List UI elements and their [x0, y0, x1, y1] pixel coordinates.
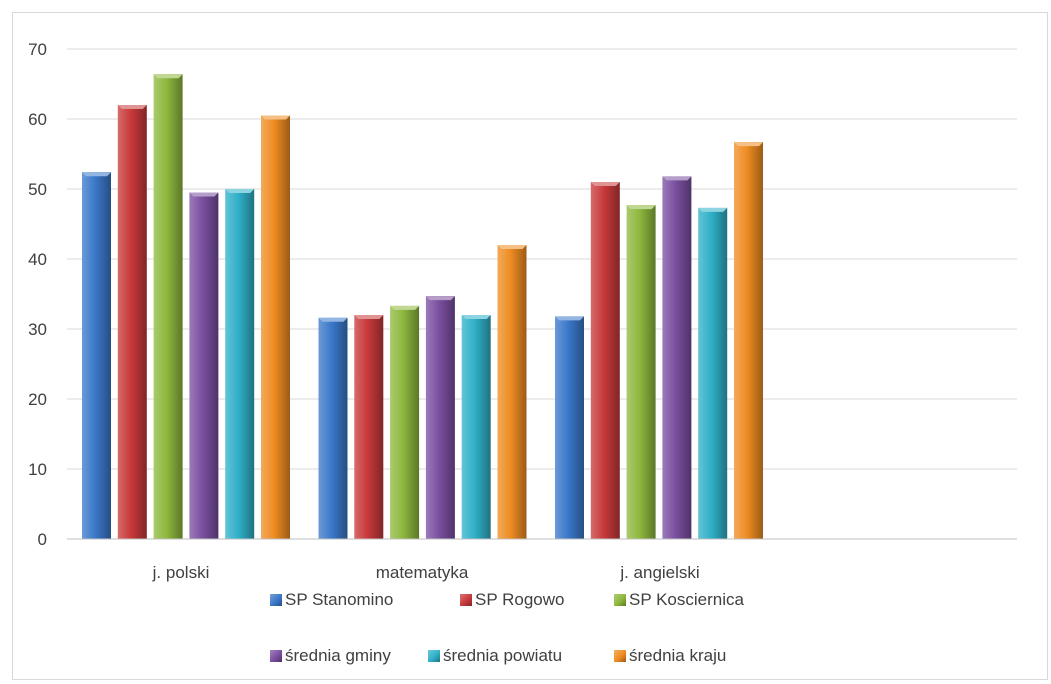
- bar-body: [698, 207, 728, 539]
- y-tick-label: 0: [38, 530, 47, 549]
- bar-bevel: [497, 245, 527, 249]
- bar-1-1: [354, 315, 384, 539]
- y-tick-label: 10: [28, 460, 47, 479]
- legend-label: SP Rogowo: [475, 590, 565, 609]
- bar-bevel: [590, 182, 620, 186]
- y-tick-label: 20: [28, 390, 47, 409]
- bar-bevel: [82, 172, 111, 177]
- bar-bevel: [425, 296, 455, 301]
- bar-body: [662, 176, 692, 539]
- bar-body: [555, 316, 584, 539]
- bar-bevel: [261, 115, 290, 120]
- bar-body: [189, 192, 219, 539]
- bar-body: [497, 245, 527, 539]
- bar-bevel: [626, 205, 656, 210]
- bar-bevel: [225, 189, 255, 193]
- legend-item-sp-stanomino: SP Stanomino: [270, 588, 393, 612]
- x-category-label: j. polski: [152, 563, 210, 582]
- y-axis-tick-labels: 0 10 20 30 40 50 60 70: [28, 40, 47, 549]
- bar-body: [225, 189, 255, 539]
- bar-1-5: [497, 245, 527, 539]
- bar-2-3: [662, 176, 692, 539]
- bar-0-4: [225, 189, 255, 539]
- legend-swatch: [614, 594, 626, 606]
- bar-body: [261, 115, 290, 539]
- bar-bevel: [390, 305, 420, 310]
- legend-item-srednia-gminy: średnia gminy: [270, 644, 391, 668]
- y-tick-label: 70: [28, 40, 47, 59]
- legend-label: średnia powiatu: [443, 646, 563, 665]
- bar-body: [117, 105, 147, 539]
- bar-1-3: [425, 296, 455, 539]
- legend-label: średnia kraju: [629, 646, 727, 665]
- bar-bevel: [461, 315, 491, 319]
- bar-1-4: [461, 315, 491, 539]
- x-category-label: matematyka: [376, 563, 469, 582]
- bar-body: [734, 142, 763, 539]
- bar-bevel: [662, 176, 692, 181]
- legend-row-1: SP Stanomino SP Rogowo SP Kosciernica: [0, 588, 1051, 612]
- bar-body: [153, 74, 183, 539]
- bar-2-1: [590, 182, 620, 539]
- bar-0-5: [261, 115, 290, 539]
- legend-swatch: [460, 594, 472, 606]
- bars: [82, 74, 763, 539]
- bar-bevel: [555, 316, 584, 321]
- x-category-label: j. angielski: [619, 563, 699, 582]
- bar-2-2: [626, 205, 656, 539]
- legend-swatch: [270, 594, 282, 606]
- y-tick-label: 40: [28, 250, 47, 269]
- bar-body: [318, 317, 348, 539]
- bar-body: [390, 305, 420, 539]
- legend-row-2: średnia gminy średnia powiatu średnia kr…: [0, 644, 1051, 668]
- bar-bevel: [698, 207, 728, 212]
- bar-body: [425, 296, 455, 539]
- legend-item-srednia-powiatu: średnia powiatu: [428, 644, 562, 668]
- legend-swatch: [428, 650, 440, 662]
- legend-swatch: [614, 650, 626, 662]
- bar-body: [461, 315, 491, 539]
- bar-bevel: [189, 192, 219, 197]
- bar-0-1: [117, 105, 147, 539]
- bar-body: [626, 205, 656, 539]
- bar-1-2: [390, 305, 420, 539]
- bar-bevel: [153, 74, 183, 79]
- bar-1-0: [318, 317, 348, 539]
- bar-body: [354, 315, 384, 539]
- legend-label: SP Stanomino: [285, 590, 394, 609]
- y-tick-label: 50: [28, 180, 47, 199]
- bar-bevel: [354, 315, 384, 319]
- legend-label: średnia gminy: [285, 646, 391, 665]
- bar-0-2: [153, 74, 183, 539]
- bar-body: [82, 172, 111, 539]
- y-tick-label: 60: [28, 110, 47, 129]
- legend-item-sp-rogowo: SP Rogowo: [460, 588, 564, 612]
- y-tick-label: 30: [28, 320, 47, 339]
- bar-bevel: [117, 105, 147, 109]
- legend-item-srednia-kraju: średnia kraju: [614, 644, 726, 668]
- bar-bevel: [734, 142, 763, 147]
- legend-label: SP Kosciernica: [629, 590, 744, 609]
- bar-2-0: [555, 316, 584, 539]
- bar-body: [590, 182, 620, 539]
- bar-bevel: [318, 317, 348, 322]
- bar-2-4: [698, 207, 728, 539]
- chart-frame: [12, 12, 1048, 680]
- bar-0-0: [82, 172, 111, 539]
- x-axis-category-labels: j. polski matematyka j. angielski: [152, 563, 700, 582]
- bar-0-3: [189, 192, 219, 539]
- bar-2-5: [734, 142, 763, 539]
- legend-item-sp-kosciernica: SP Kosciernica: [614, 588, 744, 612]
- legend-swatch: [270, 650, 282, 662]
